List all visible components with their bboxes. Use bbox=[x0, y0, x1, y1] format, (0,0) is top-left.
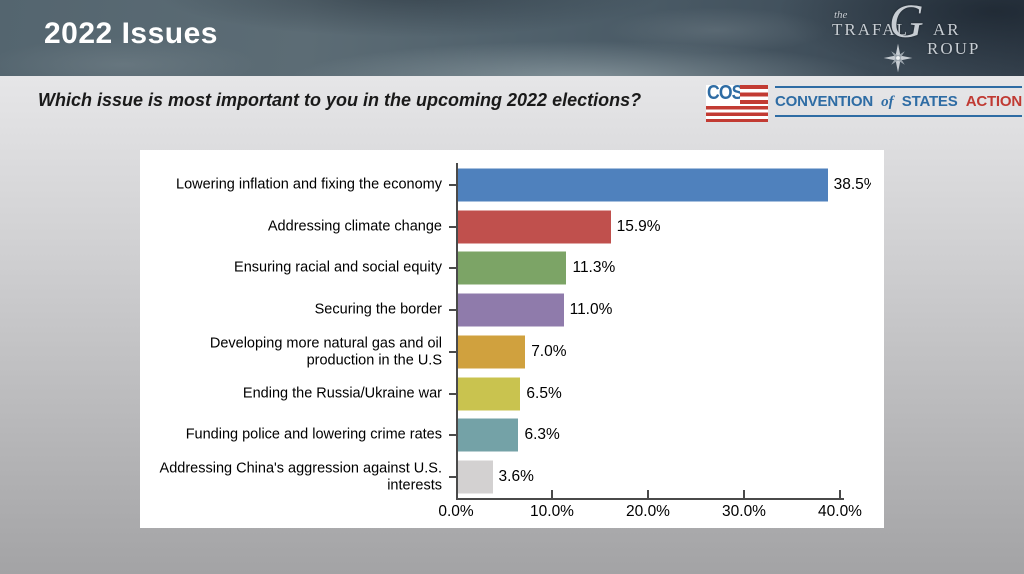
bar-value-label: 11.0% bbox=[569, 301, 613, 319]
bar-value-label: 38.5% bbox=[833, 175, 871, 193]
cos-word-convention: CONVENTION bbox=[775, 93, 874, 110]
convention-of-states-action-logo: CONVENTION of STATES ACTION bbox=[775, 86, 1022, 117]
x-axis-tick-label: 40.0% bbox=[818, 503, 862, 520]
cos-acronym: COS bbox=[707, 82, 743, 104]
category-label: Ensuring racial and social equity bbox=[234, 260, 442, 277]
category-label: Lowering inflation and fixing the econom… bbox=[176, 176, 442, 193]
x-axis-tick-mark bbox=[743, 490, 745, 498]
category-tick-mark bbox=[449, 267, 456, 270]
bar-value-label: 11.3% bbox=[572, 259, 616, 277]
category-tick-mark bbox=[449, 309, 456, 312]
x-axis-tick-label: 10.0% bbox=[530, 503, 574, 520]
category-label: Funding police and lowering crime rates bbox=[185, 427, 442, 444]
header-band: 2022 Issues the TRAFAL G AR ROUP bbox=[0, 0, 1024, 76]
bar-value-label: 3.6% bbox=[498, 468, 534, 486]
cos-word-of: of bbox=[881, 94, 894, 110]
chart-row: Developing more natural gas and oil produ… bbox=[140, 331, 884, 373]
category-label: Ending the Russia/Ukraine war bbox=[242, 385, 442, 402]
compass-rose-icon bbox=[883, 43, 913, 73]
cos-word-states: STATES bbox=[901, 93, 958, 110]
category-tick-mark bbox=[449, 350, 456, 353]
category-label: Addressing China's aggression against U.… bbox=[159, 460, 442, 494]
bar bbox=[458, 251, 567, 285]
bar bbox=[458, 418, 519, 452]
category-tick-mark bbox=[449, 476, 456, 479]
x-axis-tick-label: 0.0% bbox=[438, 503, 474, 520]
bar bbox=[458, 377, 521, 411]
chart-panel: Lowering inflation and fixing the econom… bbox=[140, 150, 884, 528]
slide-title: 2022 Issues bbox=[44, 17, 218, 50]
chart-row: Ensuring racial and social equity 11.3% bbox=[140, 248, 884, 290]
cos-flag-icon: COS bbox=[706, 82, 768, 122]
bar bbox=[458, 460, 493, 494]
survey-question: Which issue is most important to you in … bbox=[38, 90, 642, 110]
bar bbox=[458, 210, 611, 244]
category-label: Addressing climate change bbox=[267, 218, 442, 235]
chart-row: Funding police and lowering crime rates 6… bbox=[140, 415, 884, 457]
plot-area: Lowering inflation and fixing the econom… bbox=[140, 150, 884, 528]
x-axis-tick-mark bbox=[839, 490, 841, 498]
x-axis-line bbox=[456, 498, 844, 500]
bar-value-label: 6.3% bbox=[524, 426, 560, 444]
chart-row: Addressing climate change 15.9% bbox=[140, 206, 884, 248]
trafalgar-logo-text: AR bbox=[933, 20, 961, 39]
bar bbox=[458, 293, 564, 327]
x-axis-tick-mark bbox=[551, 490, 553, 498]
category-tick-mark bbox=[449, 225, 456, 228]
bar-value-label: 7.0% bbox=[531, 342, 567, 360]
category-label: Developing more natural gas and oil produ… bbox=[209, 335, 442, 368]
trafalgar-logo-prefix: the bbox=[834, 9, 848, 21]
category-tick-mark bbox=[449, 392, 456, 395]
trafalgar-logo-text: TRAFAL bbox=[832, 20, 909, 39]
flag-stripes bbox=[740, 85, 768, 106]
category-tick-mark bbox=[449, 183, 456, 186]
y-axis-line bbox=[456, 163, 458, 500]
trafalgar-logo-text: ROUP bbox=[927, 39, 981, 58]
flag-stripes bbox=[706, 106, 768, 122]
chart-row: Securing the border 11.0% bbox=[140, 289, 884, 331]
bar-value-label: 15.9% bbox=[616, 217, 661, 235]
x-axis-tick-label: 20.0% bbox=[626, 503, 670, 520]
bar bbox=[458, 335, 526, 369]
chart-row: Ending the Russia/Ukraine war 6.5% bbox=[140, 373, 884, 415]
chart-row: Lowering inflation and fixing the econom… bbox=[140, 164, 884, 206]
x-axis-tick-label: 30.0% bbox=[722, 503, 766, 520]
trafalgar-logo-monogram: G bbox=[889, 0, 924, 48]
bar bbox=[458, 168, 828, 202]
x-axis-tick-mark bbox=[647, 490, 649, 498]
category-tick-mark bbox=[449, 434, 456, 437]
bar-value-label: 6.5% bbox=[526, 384, 562, 402]
trafalgar-group-logo: the TRAFAL G AR ROUP bbox=[828, 0, 1020, 74]
category-label: Securing the border bbox=[314, 301, 442, 318]
chart-row: Addressing China's aggression against U.… bbox=[140, 456, 884, 498]
cos-word-action: ACTION bbox=[965, 93, 1022, 110]
